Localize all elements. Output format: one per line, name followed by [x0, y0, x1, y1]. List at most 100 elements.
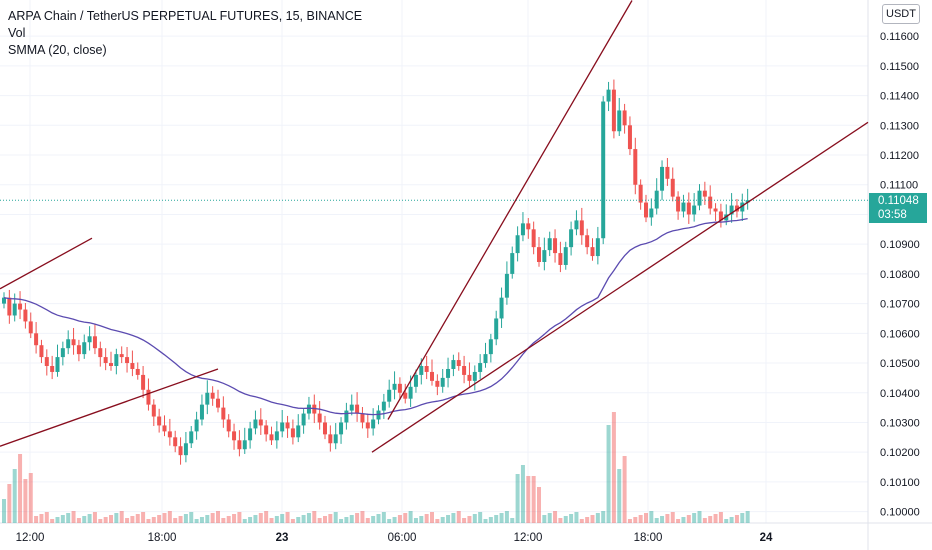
candle-body [34, 333, 39, 346]
candle-body [290, 428, 295, 438]
candle-body [76, 345, 81, 355]
candle-body [55, 357, 60, 372]
candle-body [670, 178, 675, 197]
candle-body [173, 437, 178, 447]
volume-bar [216, 511, 220, 523]
candle-body [718, 211, 723, 221]
candle-body [676, 196, 681, 212]
volume-bar [397, 515, 402, 523]
volume-bar [141, 512, 146, 523]
candle-body [371, 419, 376, 429]
volume-bar [499, 513, 504, 523]
volume-bar [520, 465, 525, 523]
candle-body [349, 404, 354, 411]
candle-body [274, 431, 279, 441]
volume-bar [504, 511, 509, 523]
smma-line [3, 217, 748, 416]
volume-bar [537, 487, 541, 523]
candle-body [520, 223, 525, 236]
candle-body [39, 345, 44, 358]
y-tick-label: 0.10400 [880, 388, 920, 400]
volume-bar [44, 512, 49, 523]
candle-body [713, 208, 718, 212]
volume-bar [344, 517, 349, 523]
volume-bar [210, 513, 215, 523]
volume-legend[interactable]: Vol [8, 26, 26, 40]
y-tick-label: 0.10200 [880, 447, 920, 459]
candle-body [18, 303, 23, 310]
volume-bar [226, 516, 231, 523]
candle-body [381, 401, 386, 411]
candle-body [7, 297, 12, 316]
volume-bars [2, 412, 750, 523]
volume-bar [109, 515, 113, 523]
candle-body [328, 434, 333, 444]
candle-body [435, 380, 440, 387]
candle-body [146, 389, 151, 405]
x-tick-label: 18:00 [148, 532, 177, 544]
volume-bar [167, 511, 172, 523]
candle-body [579, 220, 584, 236]
candle-body [365, 422, 370, 429]
volume-bar [590, 515, 595, 523]
volume-bar [387, 519, 392, 523]
candle-body [510, 253, 515, 274]
volume-bar [280, 514, 285, 523]
candle-body [66, 339, 71, 349]
candle-body [12, 303, 17, 316]
volume-bar [2, 499, 6, 523]
x-tick-label: 12:00 [16, 532, 45, 544]
volume-bar [376, 514, 381, 523]
volume-bar [622, 456, 627, 523]
volume-bar [125, 518, 130, 523]
candle-body [82, 342, 87, 355]
candle-body [114, 354, 119, 367]
volume-bar [371, 516, 376, 523]
candle-body [403, 392, 408, 399]
candle-body [617, 110, 622, 132]
candle-body [216, 398, 220, 408]
candle-body [708, 196, 713, 209]
volume-bar [87, 514, 92, 523]
volume-bar [611, 412, 616, 523]
x-tick-label: 24 [760, 532, 773, 544]
candle-body [167, 431, 172, 438]
candle-body [424, 366, 429, 372]
candle-body [269, 434, 274, 441]
candle-body [301, 413, 306, 426]
candle-body [135, 368, 140, 375]
candle-body [264, 425, 269, 435]
currency-button[interactable]: USDT [882, 4, 920, 24]
candle-body [542, 250, 547, 262]
trendline-4 [387, 0, 633, 420]
candle-body [456, 360, 461, 367]
candle-body [745, 200, 750, 203]
volume-bar [713, 514, 718, 523]
volume-bar [579, 519, 584, 523]
last-price-value: 0.11048 [878, 195, 919, 207]
volume-bar [301, 515, 306, 523]
candle-body [494, 318, 499, 340]
symbol-title[interactable]: ARPA Chain / TetherUS PERPETUAL FUTURES,… [8, 9, 363, 23]
volume-bar [237, 512, 242, 523]
candle-body [98, 348, 103, 358]
volume-bar [424, 514, 429, 523]
candle-body [633, 149, 638, 185]
candle-body [248, 428, 253, 441]
volume-bar [264, 511, 269, 523]
candle-body [692, 205, 697, 215]
candle-body [644, 202, 648, 218]
volume-bar [606, 425, 611, 523]
volume-bar [563, 516, 568, 523]
candle-body [157, 416, 162, 426]
volume-bar [173, 518, 178, 523]
volume-bar [633, 517, 638, 523]
smma-legend[interactable]: SMMA (20, close) [8, 43, 107, 57]
volume-bar [617, 469, 622, 523]
candle-body [526, 223, 531, 230]
candle-body [397, 383, 402, 393]
volume-bar [146, 519, 151, 523]
trendline-3 [371, 121, 869, 453]
volume-bar [702, 518, 707, 523]
